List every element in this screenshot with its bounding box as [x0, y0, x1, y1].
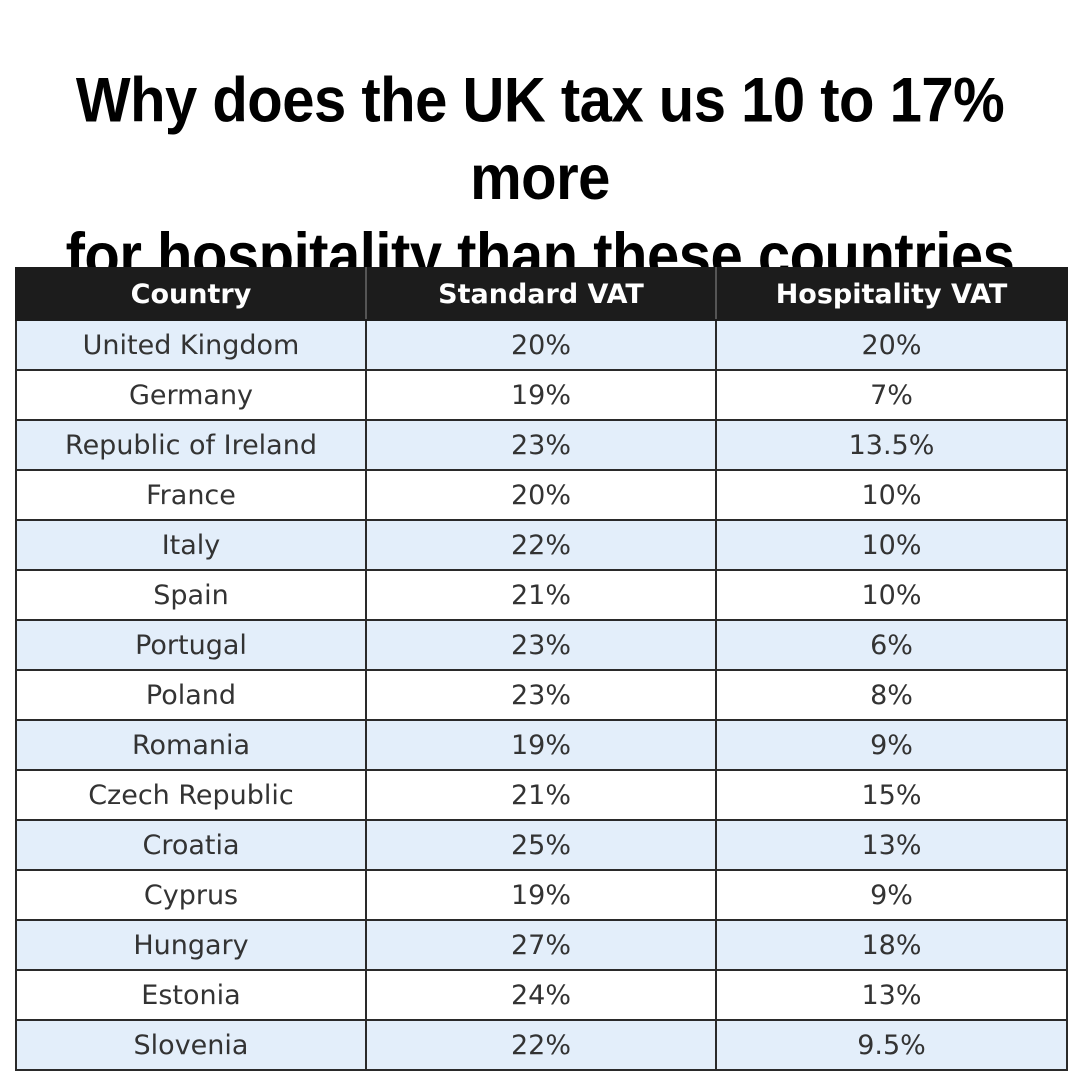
standard-vat-cell: 23%	[365, 669, 717, 721]
country-cell: Poland	[15, 669, 367, 721]
header-row: Country Standard VAT Hospitality VAT	[15, 267, 1068, 321]
hospitality-vat-cell: 18%	[715, 919, 1068, 971]
country-cell: Hungary	[15, 919, 367, 971]
table-row: Cyprus 19% 9%	[15, 869, 1068, 921]
country-cell: Spain	[15, 569, 367, 621]
table-row: Republic of Ireland 23% 13.5%	[15, 419, 1068, 471]
standard-vat-cell: 20%	[365, 469, 717, 521]
standard-vat-cell: 19%	[365, 869, 717, 921]
table-header: Country Standard VAT Hospitality VAT	[15, 267, 1068, 321]
hospitality-vat-cell: 7%	[715, 369, 1068, 421]
standard-vat-cell: 19%	[365, 719, 717, 771]
country-cell: France	[15, 469, 367, 521]
hospitality-vat-cell: 8%	[715, 669, 1068, 721]
country-cell: Republic of Ireland	[15, 419, 367, 471]
standard-vat-cell: 23%	[365, 619, 717, 671]
country-cell: Portugal	[15, 619, 367, 671]
hospitality-vat-cell: 10%	[715, 569, 1068, 621]
hospitality-vat-cell: 15%	[715, 769, 1068, 821]
vat-table: Country Standard VAT Hospitality VAT Uni…	[15, 267, 1068, 1071]
table-row: Slovenia 22% 9.5%	[15, 1019, 1068, 1071]
table-row: Germany 19% 7%	[15, 369, 1068, 421]
standard-vat-cell: 21%	[365, 569, 717, 621]
standard-vat-cell: 25%	[365, 819, 717, 871]
hospitality-vat-cell: 13%	[715, 969, 1068, 1021]
table-row: France 20% 10%	[15, 469, 1068, 521]
country-cell: Croatia	[15, 819, 367, 871]
standard-vat-cell: 23%	[365, 419, 717, 471]
country-cell: Italy	[15, 519, 367, 571]
hospitality-vat-cell: 13.5%	[715, 419, 1068, 471]
table-row: Portugal 23% 6%	[15, 619, 1068, 671]
hospitality-vat-cell: 9%	[715, 719, 1068, 771]
hospitality-vat-cell: 9.5%	[715, 1019, 1068, 1071]
table-row: Romania 19% 9%	[15, 719, 1068, 771]
hospitality-vat-cell: 10%	[715, 519, 1068, 571]
title-line-1: Why does the UK tax us 10 to 17% more	[75, 65, 1005, 214]
country-cell: Germany	[15, 369, 367, 421]
standard-vat-cell: 20%	[365, 319, 717, 371]
table-row: United Kingdom 20% 20%	[15, 319, 1068, 371]
header-standard-vat: Standard VAT	[365, 267, 717, 321]
table-row: Spain 21% 10%	[15, 569, 1068, 621]
header-country: Country	[15, 267, 367, 321]
standard-vat-cell: 22%	[365, 519, 717, 571]
country-cell: United Kingdom	[15, 319, 367, 371]
country-cell: Czech Republic	[15, 769, 367, 821]
country-cell: Cyprus	[15, 869, 367, 921]
hospitality-vat-cell: 9%	[715, 869, 1068, 921]
standard-vat-cell: 19%	[365, 369, 717, 421]
table-row: Poland 23% 8%	[15, 669, 1068, 721]
country-cell: Estonia	[15, 969, 367, 1021]
country-cell: Slovenia	[15, 1019, 367, 1071]
page-title: Why does the UK tax us 10 to 17% more fo…	[0, 62, 1080, 295]
standard-vat-cell: 24%	[365, 969, 717, 1021]
table-row: Czech Republic 21% 15%	[15, 769, 1068, 821]
hospitality-vat-cell: 13%	[715, 819, 1068, 871]
table-body: United Kingdom 20% 20% Germany 19% 7% Republic…	[15, 319, 1068, 1071]
standard-vat-cell: 22%	[365, 1019, 717, 1071]
table-row: Italy 22% 10%	[15, 519, 1068, 571]
header-hospitality-vat: Hospitality VAT	[715, 267, 1068, 321]
country-cell: Romania	[15, 719, 367, 771]
standard-vat-cell: 27%	[365, 919, 717, 971]
hospitality-vat-cell: 6%	[715, 619, 1068, 671]
table-row: Estonia 24% 13%	[15, 969, 1068, 1021]
standard-vat-cell: 21%	[365, 769, 717, 821]
hospitality-vat-cell: 20%	[715, 319, 1068, 371]
table-row: Croatia 25% 13%	[15, 819, 1068, 871]
table-row: Hungary 27% 18%	[15, 919, 1068, 971]
hospitality-vat-cell: 10%	[715, 469, 1068, 521]
